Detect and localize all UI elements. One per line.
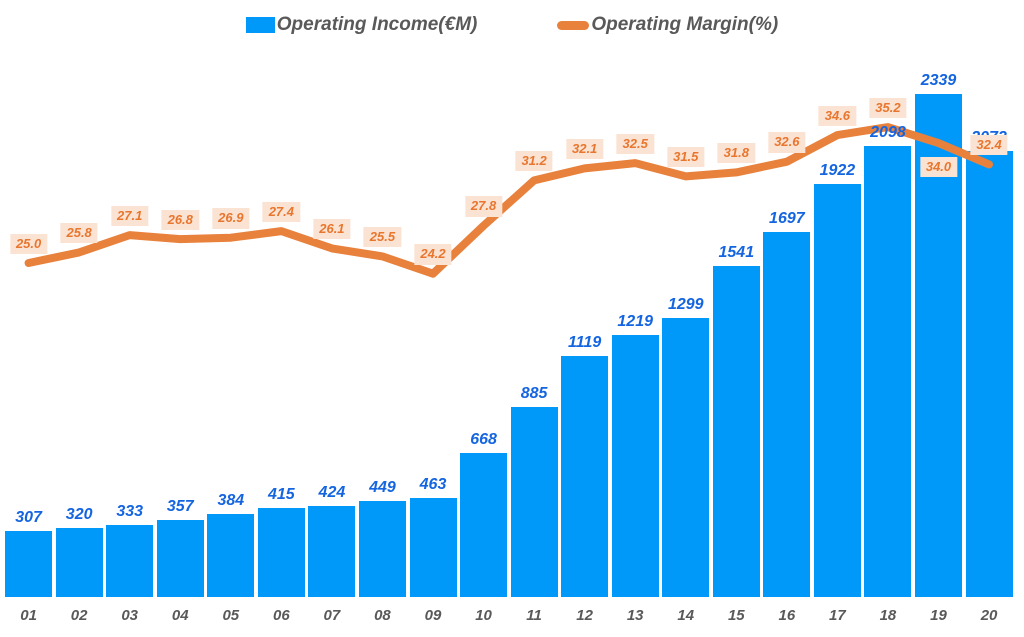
x-axis-label: 15 bbox=[727, 607, 745, 624]
margin-value-label: 26.1 bbox=[313, 219, 351, 240]
income-bar bbox=[308, 505, 356, 597]
margin-value-label: 32.1 bbox=[565, 139, 604, 160]
legend-label-operating-margin: Operating Margin(%) bbox=[591, 14, 779, 35]
x-axis-label: 03 bbox=[121, 607, 139, 624]
margin-value-label: 31.8 bbox=[717, 143, 755, 164]
margin-value-label: 32.5 bbox=[616, 133, 654, 155]
x-axis-label: 06 bbox=[273, 607, 290, 624]
margin-value-label: 32.4 bbox=[970, 135, 1008, 156]
margin-value-label: 32.6 bbox=[768, 132, 806, 153]
x-axis-label: 11 bbox=[526, 607, 542, 624]
income-bar-value-label: 424 bbox=[318, 483, 346, 501]
income-bar bbox=[561, 356, 609, 597]
chart-legend: Operating Income(€M) Operating Margin(%) bbox=[0, 14, 1024, 36]
income-bar bbox=[5, 531, 53, 597]
income-bar bbox=[763, 232, 811, 597]
income-bar bbox=[712, 265, 760, 597]
margin-value-label: 34.0 bbox=[919, 157, 958, 178]
income-bar bbox=[55, 528, 103, 597]
income-bar-value-label: 1697 bbox=[769, 210, 805, 228]
income-bar bbox=[257, 507, 305, 597]
income-bar bbox=[358, 500, 406, 597]
margin-value-label: 27.4 bbox=[262, 201, 300, 223]
x-axis-label: 07 bbox=[323, 607, 341, 624]
income-bar bbox=[510, 406, 558, 597]
legend-label-operating-income: Operating Income(€M) bbox=[276, 14, 478, 35]
x-axis-label: 09 bbox=[424, 607, 442, 624]
margin-value-label: 35.2 bbox=[869, 97, 907, 119]
x-axis-label: 16 bbox=[778, 607, 796, 624]
income-bar-value-label: 668 bbox=[470, 431, 497, 449]
income-bar-value-label: 357 bbox=[166, 498, 194, 516]
income-bar-value-label: 307 bbox=[15, 509, 42, 526]
x-axis-label: 18 bbox=[879, 607, 897, 624]
income-bar-value-label: 885 bbox=[520, 384, 548, 402]
margin-value-label: 26.8 bbox=[161, 209, 199, 231]
income-bar-swatch-icon bbox=[245, 17, 275, 33]
income-bar-value-label: 333 bbox=[116, 503, 144, 521]
income-bar bbox=[662, 317, 710, 597]
income-bar-value-label: 1219 bbox=[617, 312, 653, 330]
income-bar-value-label: 1119 bbox=[568, 334, 602, 352]
x-axis-label: 02 bbox=[70, 607, 88, 624]
legend-item-operating-income: Operating Income(€M) bbox=[245, 14, 478, 36]
income-bar-value-label: 2339 bbox=[920, 72, 957, 90]
income-bar bbox=[207, 514, 255, 597]
x-axis-label: 12 bbox=[576, 607, 593, 624]
income-bar bbox=[409, 497, 457, 597]
margin-line-swatch-icon bbox=[557, 20, 590, 30]
margin-value-label: 34.6 bbox=[818, 105, 857, 127]
margin-value-label: 26.9 bbox=[212, 208, 250, 229]
legend-item-operating-margin: Operating Margin(%) bbox=[557, 14, 778, 36]
income-bar-value-label: 1299 bbox=[667, 295, 704, 313]
x-axis-label: 10 bbox=[475, 607, 492, 624]
margin-value-label: 25.8 bbox=[60, 223, 98, 244]
income-bar bbox=[611, 334, 659, 597]
margin-value-label: 24.2 bbox=[414, 244, 452, 265]
x-axis-label: 13 bbox=[626, 607, 644, 624]
income-bar-value-label: 415 bbox=[267, 485, 295, 503]
margin-value-label: 31.5 bbox=[667, 147, 705, 168]
margin-value-label: 25.5 bbox=[363, 227, 402, 248]
income-bar-value-label: 463 bbox=[419, 475, 447, 493]
income-bar bbox=[106, 525, 154, 597]
income-bar-value-label: 1541 bbox=[718, 243, 755, 261]
x-axis-label: 19 bbox=[930, 607, 947, 624]
x-axis-label: 04 bbox=[171, 607, 189, 624]
income-bar bbox=[460, 453, 508, 597]
x-axis-label: 05 bbox=[222, 607, 240, 624]
x-axis-label: 17 bbox=[829, 607, 846, 624]
income-bar-value-label: 384 bbox=[217, 492, 245, 510]
x-axis-label: 14 bbox=[677, 607, 695, 624]
x-axis-label: 01 bbox=[20, 607, 37, 624]
margin-value-label: 27.8 bbox=[464, 196, 503, 217]
income-bar-value-label: 2098 bbox=[870, 123, 906, 141]
margin-value-label: 31.2 bbox=[515, 151, 553, 172]
margin-value-label: 27.1 bbox=[111, 205, 149, 227]
income-bar-value-label: 320 bbox=[65, 506, 93, 524]
x-axis-label: 20 bbox=[980, 607, 998, 624]
margin-value-label: 25.0 bbox=[9, 233, 48, 254]
income-bar-value-label: 1922 bbox=[819, 161, 856, 179]
x-axis-label: 08 bbox=[374, 607, 391, 624]
income-bar-value-label: 449 bbox=[369, 478, 396, 496]
income-bar bbox=[156, 520, 204, 597]
